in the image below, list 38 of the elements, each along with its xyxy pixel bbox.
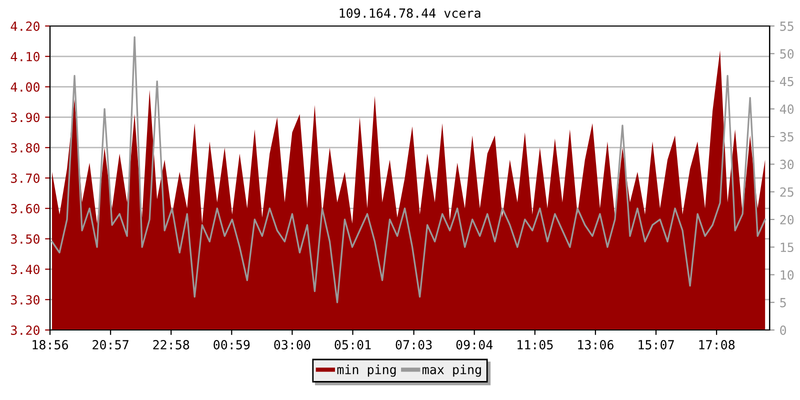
y2-tick-label: 45 [780, 76, 794, 86]
x-tick-label: 05:01 [334, 340, 371, 350]
chart-title: 109.164.78.44 vcera [340, 8, 480, 18]
y-tick-label: 4.10 [10, 52, 40, 62]
y2-tick-label: 15 [780, 242, 794, 252]
x-tick-label: 07:03 [396, 340, 432, 350]
y2-tick-label: 50 [780, 49, 794, 59]
x-tick-label: 00:59 [214, 340, 250, 350]
y2-tick-label: 40 [780, 104, 794, 114]
y-tick-label: 3.70 [11, 174, 40, 183]
x-tick-label: 15:07 [638, 340, 674, 350]
x-tick-label: 22:58 [153, 340, 190, 350]
y-tick-label: 3.30 [11, 295, 40, 305]
y-tick-label: 4.20 [10, 22, 40, 31]
y2-tick-label: 0 [780, 326, 786, 335]
y-tick-label: 3.40 [11, 264, 40, 274]
x-tick-label: 13:06 [578, 340, 614, 350]
y2-tick-label: 10 [780, 270, 794, 280]
legend-label: max ping [422, 364, 481, 377]
y-tick-label: 3.20 [11, 326, 40, 335]
y2-tick-label: 25 [780, 187, 794, 197]
x-tick-label: 20:57 [92, 340, 128, 350]
y2-tick-label: 55 [780, 22, 794, 31]
y-tick-label: 3.50 [11, 234, 40, 244]
y2-tick-label: 5 [780, 298, 786, 308]
y2-tick-label: 35 [780, 132, 794, 142]
y-tick-label: 3.80 [11, 143, 40, 153]
y-tick-label: 3.90 [11, 112, 40, 122]
x-tick-label: 18:56 [32, 340, 68, 350]
legend-label: min ping [337, 364, 396, 377]
y-tick-label: 4.00 [10, 82, 40, 92]
x-tick-label: 09:04 [456, 340, 493, 350]
y2-tick-label: 30 [780, 160, 794, 170]
x-tick-label: 03:00 [274, 340, 310, 350]
x-tick-label: 17:08 [699, 340, 735, 350]
x-tick-label: 11:05 [518, 340, 553, 350]
y-tick-label: 3.60 [11, 204, 40, 214]
y2-tick-label: 20 [780, 214, 794, 224]
